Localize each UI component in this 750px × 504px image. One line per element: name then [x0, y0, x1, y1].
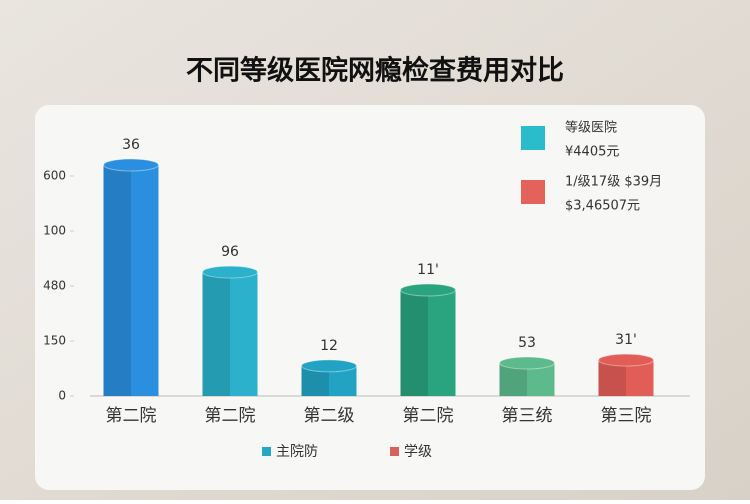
legend-label: 主院防	[276, 444, 318, 460]
data-label: 36	[122, 137, 140, 153]
legend-swatch	[390, 447, 399, 456]
bar-top	[103, 158, 159, 172]
data-label: 31'	[615, 332, 637, 348]
legend-label: 等级医院	[565, 120, 617, 136]
data-label: 11'	[417, 262, 439, 278]
x-tick-label: 第三院	[601, 406, 652, 426]
chart-title: 不同等级医院网瘾检查费用对比	[186, 55, 564, 87]
x-tick-label: 第二院	[106, 406, 157, 426]
bar	[202, 272, 258, 396]
bar-top	[400, 283, 456, 297]
legend-swatch	[521, 126, 545, 150]
y-tick-label: 600	[43, 169, 66, 183]
legend-detail: $3,46507元	[565, 199, 640, 214]
bar	[400, 290, 456, 396]
legend-swatch	[262, 447, 271, 456]
y-tick-label: 150	[43, 334, 66, 348]
bar	[103, 165, 159, 396]
bar-top	[301, 359, 357, 373]
bar-shade	[103, 165, 131, 396]
legend-swatch	[521, 180, 545, 204]
x-tick-label: 第二级	[304, 406, 355, 426]
bar-top	[499, 356, 555, 370]
legend-label: 学级	[404, 444, 432, 460]
y-tick-label: 480	[43, 279, 66, 293]
x-tick-label: 第三统	[502, 406, 553, 426]
data-label: 96	[221, 244, 239, 260]
bar-shade	[598, 360, 626, 396]
data-label: 53	[518, 335, 536, 351]
bar-top	[598, 353, 654, 367]
bar-shade	[400, 290, 428, 396]
data-label: 12	[320, 338, 338, 354]
legend-detail: ¥4405元	[565, 145, 619, 160]
x-tick-label: 第二院	[403, 406, 454, 426]
bar-top	[202, 265, 258, 279]
bar-shade	[202, 272, 230, 396]
x-tick-label: 第二院	[205, 406, 256, 426]
y-tick-label: 0	[58, 389, 66, 403]
legend-label: 1/级17级 $39月	[565, 175, 662, 190]
y-tick-label: 100	[43, 224, 66, 238]
